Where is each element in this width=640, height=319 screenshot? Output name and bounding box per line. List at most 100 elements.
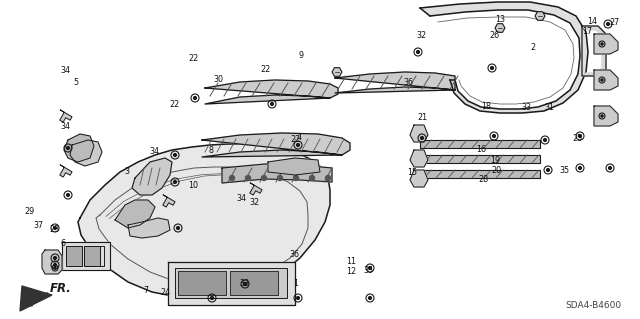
Polygon shape — [332, 68, 342, 76]
Text: 35: 35 — [559, 166, 570, 175]
Text: 34: 34 — [150, 147, 160, 156]
Circle shape — [369, 297, 371, 300]
Circle shape — [246, 175, 250, 181]
Text: 21: 21 — [417, 113, 428, 122]
Polygon shape — [115, 200, 155, 228]
Polygon shape — [410, 170, 428, 187]
Polygon shape — [60, 165, 72, 177]
Text: 2: 2 — [530, 43, 535, 52]
Text: 22: 22 — [291, 135, 301, 144]
Polygon shape — [60, 110, 72, 122]
Circle shape — [601, 115, 603, 117]
Circle shape — [230, 175, 234, 181]
Circle shape — [609, 167, 611, 169]
Circle shape — [262, 175, 266, 181]
Text: 19: 19 — [490, 156, 500, 165]
Circle shape — [601, 79, 603, 81]
Polygon shape — [335, 72, 455, 93]
Circle shape — [493, 135, 495, 137]
Text: 14: 14 — [587, 17, 597, 26]
Text: 20: 20 — [492, 166, 502, 175]
Polygon shape — [582, 26, 606, 76]
Polygon shape — [594, 106, 618, 126]
Polygon shape — [42, 250, 62, 274]
Text: 35: 35 — [363, 266, 373, 275]
Polygon shape — [250, 183, 262, 195]
Circle shape — [67, 194, 69, 197]
Polygon shape — [64, 134, 94, 162]
Polygon shape — [420, 2, 588, 113]
Bar — [420, 170, 540, 178]
Circle shape — [244, 283, 246, 286]
Bar — [230, 271, 278, 295]
Text: 16: 16 — [476, 145, 486, 154]
Bar — [420, 140, 540, 148]
Text: 23: 23 — [49, 225, 60, 234]
Text: 37: 37 — [33, 221, 44, 230]
Text: 33: 33 — [521, 103, 531, 112]
Circle shape — [54, 226, 56, 229]
Circle shape — [271, 103, 273, 105]
Bar — [84, 246, 100, 266]
Circle shape — [296, 144, 300, 146]
Text: 36: 36 — [403, 78, 413, 87]
Circle shape — [177, 226, 179, 229]
Text: 10: 10 — [188, 181, 198, 190]
Text: 17: 17 — [582, 27, 593, 36]
Circle shape — [54, 263, 56, 266]
Text: 22: 22 — [169, 100, 179, 109]
Polygon shape — [163, 195, 175, 207]
Text: 33: 33 — [239, 279, 250, 288]
Circle shape — [193, 97, 196, 100]
Circle shape — [579, 135, 581, 137]
Circle shape — [417, 51, 419, 53]
Text: 34: 34 — [60, 122, 70, 131]
Bar — [66, 246, 82, 266]
Circle shape — [547, 169, 549, 171]
Circle shape — [278, 175, 282, 181]
Circle shape — [420, 137, 424, 139]
Text: 8: 8 — [209, 146, 214, 155]
Text: 7: 7 — [143, 286, 148, 295]
Circle shape — [54, 256, 56, 259]
Polygon shape — [70, 140, 102, 166]
Polygon shape — [594, 70, 618, 90]
Text: 34: 34 — [60, 66, 70, 75]
Polygon shape — [594, 34, 618, 54]
Circle shape — [369, 267, 371, 270]
Text: 32: 32 — [416, 31, 426, 40]
Polygon shape — [410, 150, 428, 167]
Text: 30: 30 — [214, 75, 224, 84]
Polygon shape — [62, 242, 110, 270]
Text: 25: 25 — [572, 134, 582, 143]
Polygon shape — [268, 158, 320, 175]
Text: 32: 32 — [250, 198, 260, 207]
Circle shape — [579, 167, 581, 169]
Polygon shape — [20, 286, 52, 311]
Polygon shape — [168, 262, 295, 305]
Text: 24: 24 — [160, 288, 170, 297]
Circle shape — [67, 147, 69, 149]
Polygon shape — [202, 133, 350, 157]
Text: 6: 6 — [60, 239, 65, 248]
Text: 27: 27 — [609, 19, 620, 27]
Circle shape — [54, 267, 56, 269]
Polygon shape — [535, 12, 545, 20]
Polygon shape — [410, 125, 428, 142]
Circle shape — [173, 181, 177, 183]
Text: 3: 3 — [124, 167, 129, 176]
Text: 9: 9 — [298, 51, 303, 60]
Text: 22: 22 — [188, 54, 198, 63]
Circle shape — [296, 297, 300, 300]
Text: 36: 36 — [289, 250, 300, 259]
Text: 31: 31 — [544, 103, 554, 112]
Circle shape — [310, 175, 314, 181]
Circle shape — [543, 138, 547, 141]
Text: SDA4-B4600: SDA4-B4600 — [566, 301, 622, 310]
Text: 11: 11 — [346, 257, 356, 266]
Polygon shape — [128, 218, 170, 238]
Text: 29: 29 — [24, 207, 35, 216]
Polygon shape — [222, 164, 332, 183]
Text: 5: 5 — [73, 78, 78, 87]
Text: 13: 13 — [495, 15, 506, 24]
